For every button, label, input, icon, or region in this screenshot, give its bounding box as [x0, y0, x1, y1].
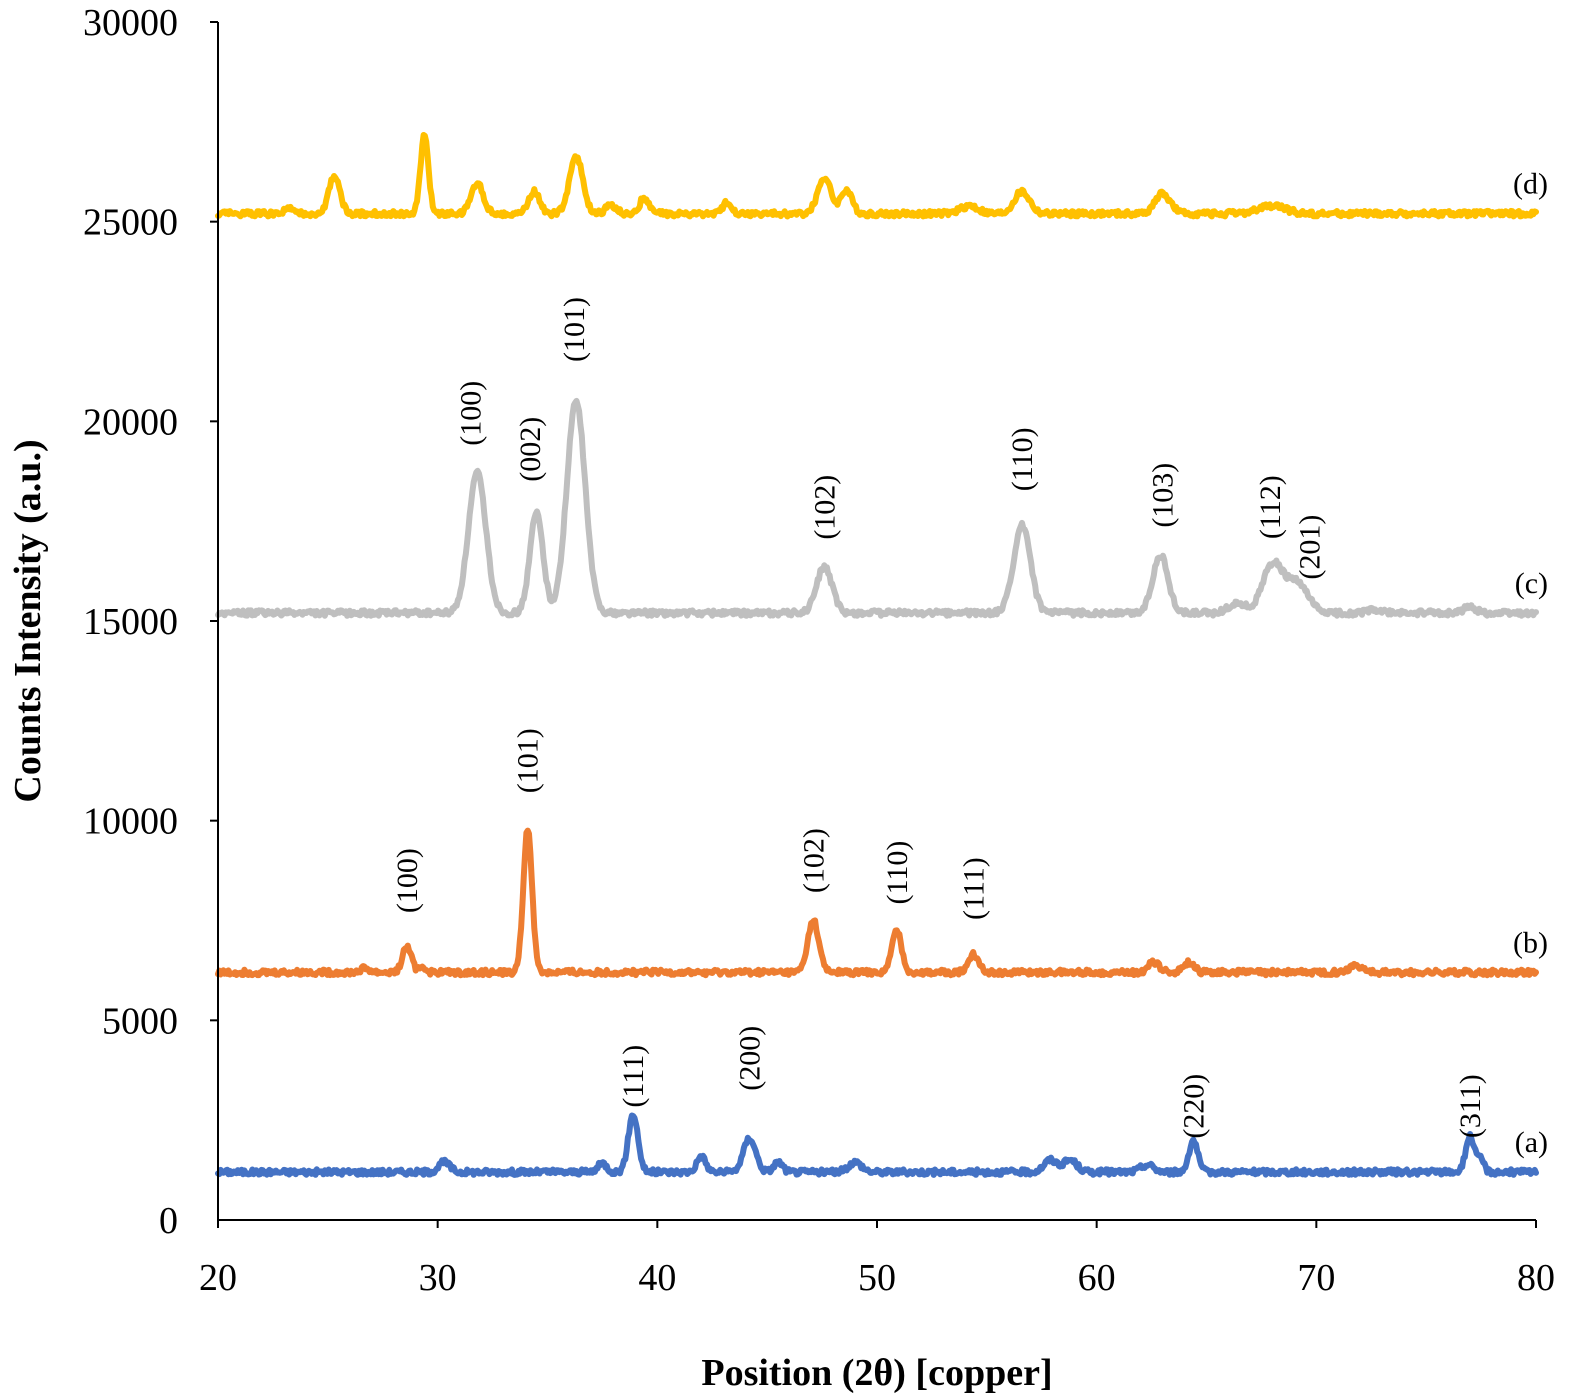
x-tick-label: 60	[1078, 1257, 1116, 1299]
peak-label: (101)	[558, 297, 591, 362]
x-tick-label: 70	[1297, 1257, 1335, 1299]
peak-label: (102)	[808, 475, 841, 540]
peak-label: (112)	[1254, 475, 1287, 539]
y-tick-label: 0	[159, 1200, 178, 1242]
y-tick-label: 30000	[83, 2, 178, 44]
series-line-b	[215, 827, 1539, 979]
x-axis-title: Position (2θ) [copper]	[701, 1352, 1052, 1394]
peak-label: (201)	[1294, 515, 1327, 580]
peak-label: (220)	[1177, 1074, 1210, 1139]
series-label: (a)	[1515, 1126, 1548, 1159]
y-tick-label: 15000	[83, 601, 178, 643]
y-tick-label: 25000	[83, 202, 178, 244]
series-line-d	[215, 132, 1539, 220]
peak-label: (100)	[455, 381, 488, 446]
series-layer	[215, 132, 1539, 1178]
series-line-c	[215, 397, 1539, 619]
series-label: (c)	[1515, 567, 1548, 600]
y-axis-ticks: 0 5000 10000 15000 20000 25000 30000	[83, 2, 218, 1242]
peak-label: (102)	[797, 828, 830, 893]
peak-label: (103)	[1147, 463, 1180, 528]
peak-label: (101)	[512, 728, 545, 793]
x-tick-label: 20	[199, 1257, 237, 1299]
x-tick-label: 30	[419, 1257, 457, 1299]
series-label: (d)	[1513, 168, 1548, 201]
peak-label: (100)	[391, 848, 424, 913]
series-label: (b)	[1513, 926, 1548, 959]
labels-layer: (a) (111) (200) (220) (311) (b) (100) (101) (102…	[391, 168, 1548, 1159]
peak-label: (110)	[881, 841, 914, 905]
peak-label: (002)	[514, 417, 547, 482]
y-tick-label: 20000	[83, 401, 178, 443]
peak-label: (111)	[958, 857, 991, 920]
peak-label: (110)	[1006, 427, 1039, 491]
peak-label: (311)	[1454, 1074, 1487, 1138]
x-axis-ticks: 20 30 40 50 60 70 80	[199, 1220, 1555, 1299]
x-tick-label: 80	[1517, 1257, 1555, 1299]
peak-label: (200)	[734, 1026, 767, 1091]
x-tick-label: 50	[858, 1257, 896, 1299]
y-tick-label: 5000	[102, 1000, 178, 1042]
series-line-a	[215, 1112, 1539, 1178]
x-tick-label: 40	[638, 1257, 676, 1299]
peak-label: (111)	[617, 1045, 650, 1108]
y-axis-title: Counts Intensity (a.u.)	[7, 439, 49, 802]
y-tick-label: 10000	[83, 801, 178, 843]
